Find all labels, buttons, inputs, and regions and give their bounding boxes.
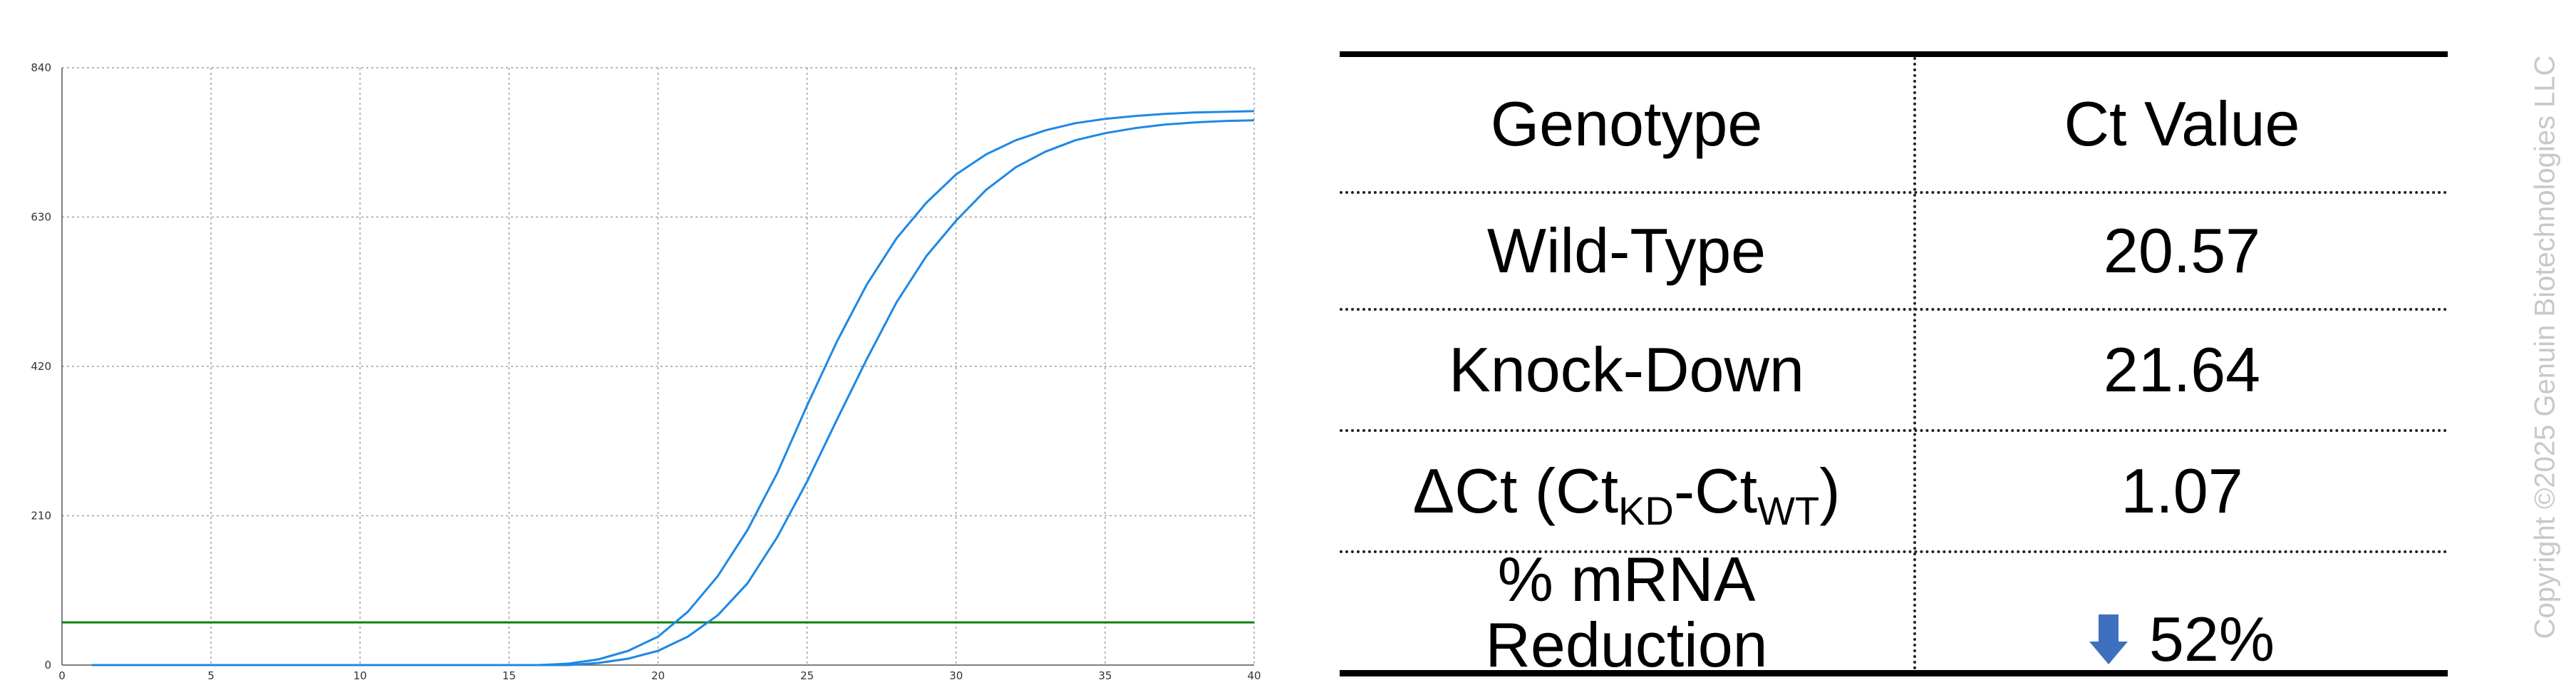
copyright-notice: Copyright ©2025 Genuin Biotechnologies L… — [2529, 55, 2561, 639]
delta-ct-label: ΔCt (CtKD-CtWT) — [1412, 455, 1841, 533]
x-tick-label: 5 — [207, 669, 214, 682]
chart-grid — [62, 67, 1255, 665]
tick-labels: 0 5 10 15 20 25 30 35 40 0 210 420 630 840 — [31, 61, 1261, 682]
x-tick-label: 25 — [800, 669, 814, 682]
row-divider — [1340, 191, 2448, 194]
y-tick-label: 210 — [31, 510, 51, 522]
x-tick-label: 15 — [502, 669, 516, 682]
header-genotype: Genotype — [1490, 88, 1763, 159]
amplification-curve-1 — [91, 110, 1255, 666]
wild-type-label: Wild-Type — [1486, 215, 1767, 286]
arrow-down-icon — [2089, 614, 2128, 664]
amplification-chart: 0 5 10 15 20 25 30 35 40 0 210 420 630 840 — [31, 61, 1261, 682]
ct-table: Genotype Ct Value Wild-Type 20.57 Knock-… — [1340, 51, 2448, 678]
x-tick-label: 30 — [949, 669, 963, 682]
knock-down-ct: 21.64 — [2103, 334, 2261, 405]
x-tick-label: 35 — [1098, 669, 1112, 682]
header-ct-value: Ct Value — [2064, 88, 2300, 159]
table-bottom-rule — [1340, 670, 2448, 676]
row-divider — [1340, 308, 2448, 311]
y-tick-label: 420 — [31, 360, 51, 373]
y-tick-label: 630 — [31, 211, 51, 224]
row-divider — [1340, 550, 2448, 553]
x-tick-label: 10 — [353, 669, 367, 682]
reduction-label-line2: Reduction — [1485, 609, 1768, 680]
delta-ct-value: 1.07 — [2121, 455, 2243, 526]
table-top-rule — [1340, 51, 2448, 57]
x-tick-label: 20 — [651, 669, 665, 682]
x-tick-label: 40 — [1247, 669, 1261, 682]
row-divider — [1340, 429, 2448, 432]
y-tick-label: 840 — [31, 61, 51, 74]
knock-down-label: Knock-Down — [1449, 334, 1804, 405]
wild-type-ct: 20.57 — [2103, 215, 2261, 286]
reduction-label: % mRNA Reduction — [1340, 546, 1913, 678]
reduction-value-cell: 52% — [1916, 603, 2448, 674]
y-tick-label: 0 — [44, 659, 51, 671]
column-divider — [1913, 57, 1916, 670]
amplification-curve-2 — [91, 119, 1255, 666]
reduction-label-line1: % mRNA — [1497, 543, 1756, 614]
reduction-value: 52% — [2148, 603, 2275, 674]
series-layer — [62, 110, 1255, 666]
x-tick-label: 0 — [58, 669, 66, 682]
